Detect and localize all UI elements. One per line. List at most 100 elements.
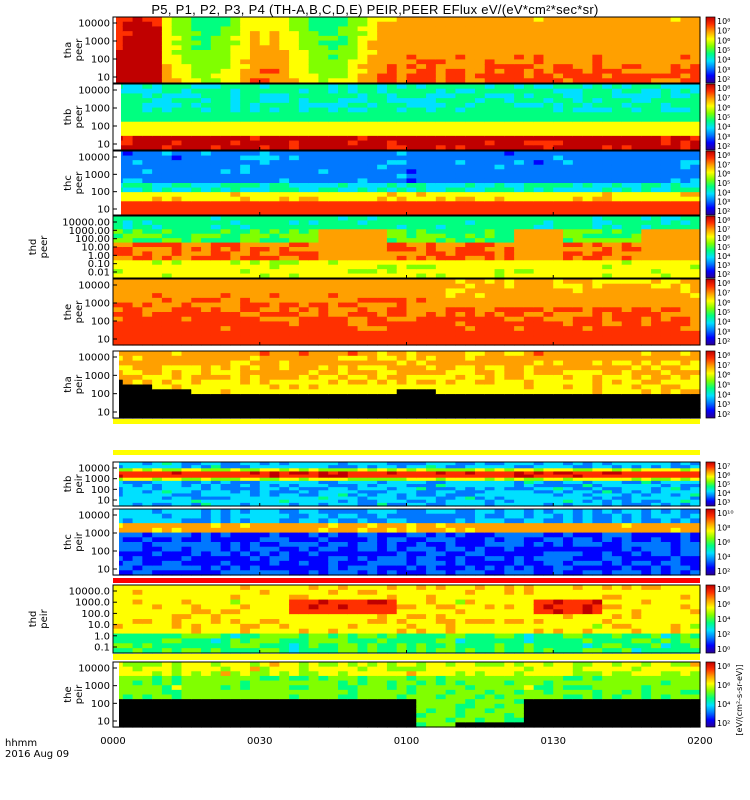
spectrogram-cell	[347, 370, 359, 376]
spectrogram-cell	[377, 145, 388, 151]
spectrogram-cell	[201, 365, 212, 371]
spectrogram-cell	[357, 288, 368, 294]
spectrogram-cell	[357, 238, 368, 244]
spectrogram-cell	[474, 283, 486, 290]
spectrogram-cell	[338, 238, 349, 244]
spectrogram-cell	[680, 178, 691, 184]
spectrogram-cell	[651, 164, 662, 170]
spectrogram-cell	[445, 269, 457, 275]
spectrogram-cell	[201, 196, 212, 202]
spectrogram-cell	[611, 330, 623, 337]
spectrogram-cell	[572, 279, 584, 285]
spectrogram-cell	[504, 201, 515, 207]
spectrogram-cell	[426, 340, 437, 346]
spectrogram-cell	[611, 93, 623, 99]
spectrogram-cell	[484, 155, 496, 161]
spectrogram-cell	[621, 160, 633, 166]
spectrogram-cell	[191, 288, 202, 294]
spectrogram-cell	[660, 102, 672, 109]
spectrogram-cell	[377, 403, 388, 410]
spectrogram-cell	[435, 73, 447, 79]
spectrogram-cell	[298, 389, 310, 395]
spectrogram-cell	[377, 321, 388, 327]
spectrogram-cell	[563, 351, 574, 357]
spectrogram-cell	[220, 229, 231, 235]
spectrogram-cell	[171, 98, 183, 104]
spectrogram-cell	[328, 88, 339, 95]
spectrogram-cell	[572, 17, 584, 23]
spectrogram-cell	[426, 192, 437, 198]
spectrogram-cell	[621, 205, 633, 212]
spectrogram-cell	[621, 260, 633, 266]
spectrogram-cell	[328, 330, 339, 337]
spectrogram-cell	[406, 98, 417, 104]
spectrogram-cell	[328, 374, 339, 381]
spectrogram-cell	[308, 40, 320, 46]
spectrogram-cell	[122, 210, 134, 216]
spectrogram-cell	[171, 107, 183, 113]
spectrogram-cell	[426, 394, 437, 400]
spectrogram-cell	[113, 251, 124, 257]
spectrogram-cell	[465, 403, 476, 410]
spectrogram-cell	[338, 224, 349, 230]
spectrogram-cell	[523, 374, 535, 381]
spectrogram-cell	[152, 379, 163, 386]
spectrogram-cell	[592, 40, 603, 46]
spectrogram-cell	[563, 78, 574, 84]
spectrogram-cell	[132, 279, 143, 285]
spectrogram-cell	[171, 229, 183, 235]
spectrogram-cell	[347, 164, 359, 170]
spectrogram-cell	[611, 107, 623, 113]
spectrogram-cell	[660, 251, 672, 257]
spectrogram-cell	[367, 201, 378, 207]
spectrogram-cell	[396, 135, 408, 142]
spectrogram-cell	[386, 73, 398, 79]
spectrogram-cell	[386, 355, 398, 362]
spectrogram-cell	[318, 370, 329, 376]
spectrogram-cell	[122, 183, 134, 189]
spectrogram-cell	[406, 151, 417, 157]
spectrogram-cell	[494, 140, 505, 146]
spectrogram-cell	[298, 242, 310, 248]
spectrogram-cell	[660, 192, 672, 198]
spectrogram-cell	[279, 355, 290, 362]
spectrogram-cell	[533, 297, 545, 304]
spectrogram-cell	[220, 68, 231, 75]
spectrogram-cell	[602, 293, 613, 299]
spectrogram-cell	[445, 316, 457, 323]
spectrogram-cell	[631, 279, 642, 285]
spectrogram-cell	[328, 255, 339, 261]
spectrogram-cell	[533, 355, 545, 362]
spectrogram-cell	[191, 192, 202, 198]
spectrogram-cell	[484, 26, 496, 32]
spectrogram-cell	[514, 283, 525, 290]
spectrogram-cell	[230, 17, 241, 23]
spectrogram-cell	[611, 326, 623, 332]
spectrogram-cell	[592, 242, 603, 248]
spectrogram-cell	[474, 384, 486, 390]
spectrogram-cell	[455, 360, 466, 366]
spectrogram-cell	[161, 216, 173, 222]
spectrogram-cell	[308, 117, 320, 123]
spectrogram-cell	[357, 50, 368, 56]
spectrogram-cell	[259, 135, 271, 142]
spectrogram-cell	[582, 210, 593, 216]
spectrogram-cell	[651, 50, 662, 56]
spectrogram-cell	[416, 68, 427, 75]
spectrogram-cell	[191, 210, 202, 216]
spectrogram-cell	[582, 107, 593, 113]
spectrogram-cell	[494, 374, 505, 381]
spectrogram-cell	[249, 84, 261, 90]
spectrogram-cell	[602, 31, 613, 37]
spectrogram-cell	[572, 224, 584, 230]
spectrogram-cell	[445, 160, 457, 166]
spectrogram-cell	[651, 145, 662, 151]
spectrogram-cell	[504, 192, 515, 198]
spectrogram-cell	[660, 335, 672, 341]
spectrogram-cell	[670, 98, 682, 104]
spectrogram-cell	[494, 17, 505, 23]
spectrogram-cell	[171, 40, 183, 46]
spectrogram-cell	[504, 384, 515, 390]
spectrogram-cell	[660, 242, 672, 248]
spectrogram-cell	[328, 220, 339, 226]
